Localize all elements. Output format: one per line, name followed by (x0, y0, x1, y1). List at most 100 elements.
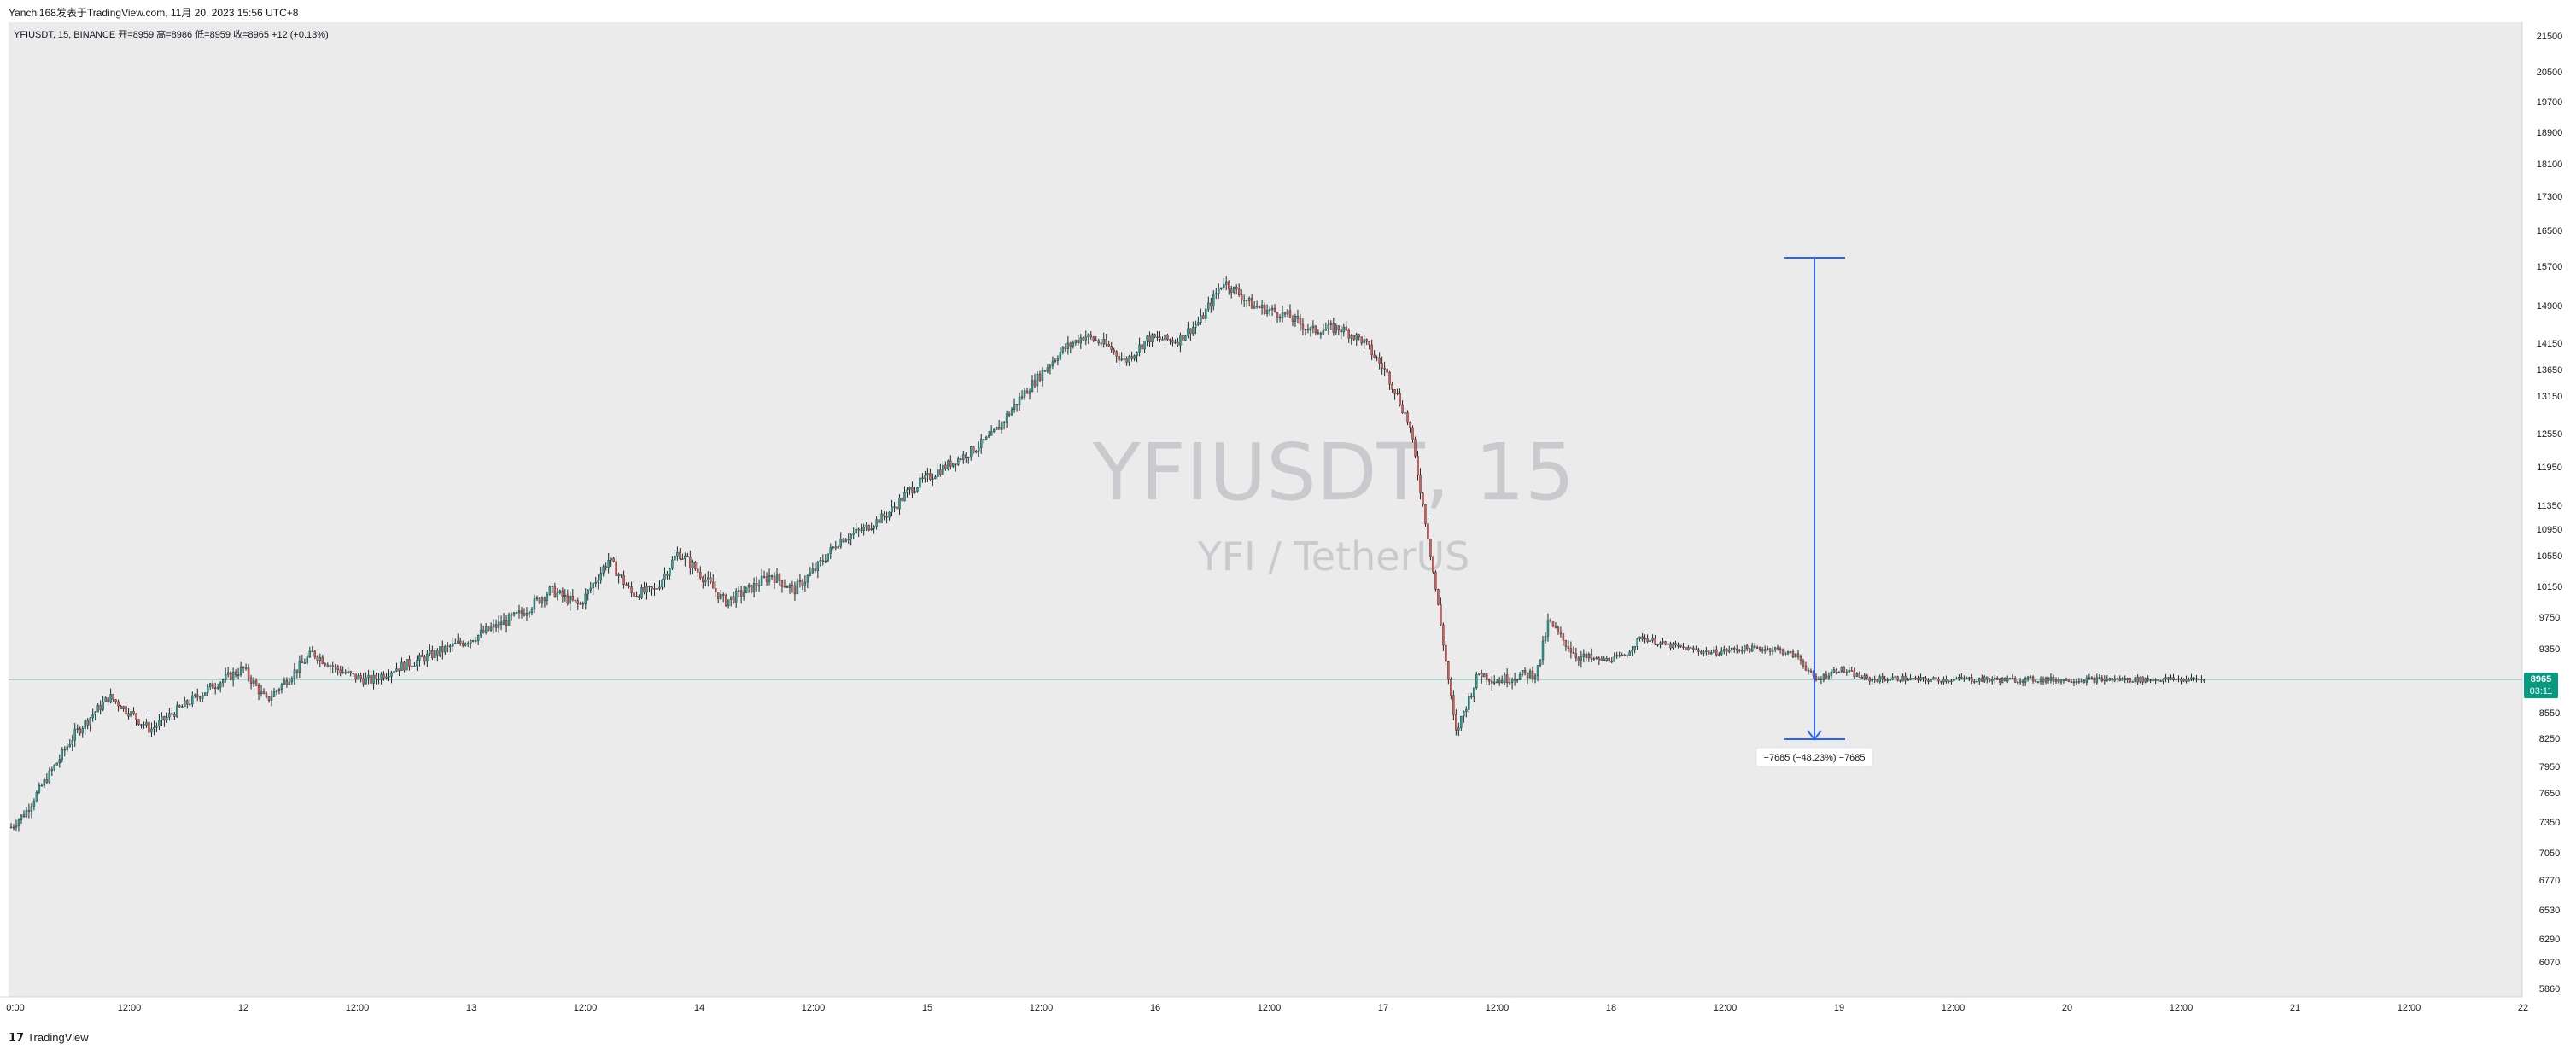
price-chart[interactable]: YFIUSDT, 15 YFI / TetherUS YFIUSDT, 15, … (0, 0, 2576, 1024)
candle (1733, 646, 1736, 653)
candle-body (809, 572, 812, 576)
candle (1299, 314, 1302, 331)
candle-body (1728, 650, 1731, 652)
candle-body (1932, 677, 1935, 680)
candle-body (628, 586, 630, 587)
candle-body (434, 650, 436, 658)
candle (540, 596, 544, 608)
candle (1708, 650, 1710, 658)
candle-body (109, 694, 112, 703)
price-axis-bg[interactable] (2522, 22, 2576, 997)
candle-body (2118, 678, 2121, 681)
candle (91, 708, 94, 722)
candle (1386, 367, 1388, 376)
candle (1225, 276, 1228, 291)
candle-body (684, 556, 686, 559)
candle (671, 556, 674, 571)
candle-body (2113, 679, 2116, 681)
candle (1613, 652, 1615, 662)
candle-body (1976, 681, 1978, 683)
candle-body (1855, 673, 1858, 677)
candle (1154, 333, 1156, 339)
candle-body (2136, 677, 2139, 683)
candle (242, 666, 245, 673)
candle (2013, 676, 2017, 683)
candle (1761, 646, 1764, 654)
candle (219, 681, 222, 693)
candle (605, 562, 607, 571)
symbol-info: YFIUSDT, 15, BINANCE 开=8959 高=8986 低=895… (14, 28, 329, 40)
candle (502, 612, 505, 626)
candle-body (717, 592, 720, 599)
candle-body (1136, 352, 1138, 356)
candle-body (773, 576, 776, 583)
candle (992, 428, 996, 434)
candle-body (1789, 651, 1792, 653)
candle (1878, 674, 1881, 684)
candle-body (1845, 671, 1849, 673)
candle (2095, 673, 2099, 685)
candle (1046, 364, 1049, 374)
candle (408, 655, 411, 671)
candle (2141, 676, 2144, 685)
candle-body (2003, 677, 2006, 682)
candle-body (1703, 651, 1705, 654)
candle-body (244, 667, 248, 669)
candle (597, 574, 599, 590)
candle (1608, 656, 1610, 663)
price-tick-label: 16500 (2537, 226, 2563, 236)
candle-body (484, 626, 488, 633)
candle-body (1574, 653, 1578, 659)
candle-body (357, 675, 359, 680)
candle (202, 692, 204, 702)
candle (1378, 352, 1381, 370)
price-tick-label: 18100 (2537, 160, 2563, 170)
price-tick-label: 15700 (2537, 262, 2563, 272)
candle (1914, 675, 1917, 680)
plot-area[interactable] (9, 22, 2522, 997)
candle-body (732, 596, 735, 603)
candle-body (891, 506, 893, 513)
candle (1802, 658, 1805, 669)
candle (653, 582, 656, 597)
tradingview-logo[interactable]: 17 TradingView (9, 1031, 89, 1045)
candle (367, 669, 370, 685)
candle (1713, 646, 1715, 654)
candle (579, 601, 581, 605)
candle-body (120, 706, 122, 709)
candles (9, 276, 2205, 832)
candle-body (2193, 677, 2195, 679)
candle (1994, 675, 1996, 684)
candle-body (1656, 644, 1659, 646)
time-tick-label: 12:00 (2398, 1003, 2421, 1013)
candle (2057, 677, 2060, 684)
candle (635, 591, 638, 598)
candle (354, 673, 357, 683)
candle-body (1868, 677, 1871, 682)
candle (2042, 676, 2045, 685)
candle (1317, 329, 1320, 335)
candle-body (1105, 339, 1107, 345)
time-axis-bg[interactable] (0, 997, 2522, 1024)
candle-body (1460, 715, 1463, 728)
candle-body (1925, 678, 1927, 681)
candle-body (1562, 633, 1565, 641)
measure-tool[interactable]: −7685 (−48.23%) −7685 (1755, 257, 1873, 767)
candle-body (1237, 288, 1241, 295)
candle (398, 668, 400, 676)
candle (109, 688, 112, 704)
candle (45, 772, 49, 784)
candle-body (934, 476, 937, 479)
candle-body (1082, 337, 1085, 341)
candle-body (79, 728, 81, 734)
candle (1773, 646, 1777, 653)
candle (729, 596, 733, 607)
candle (1587, 652, 1591, 662)
candle-body (1546, 620, 1550, 637)
candle-body (1784, 653, 1787, 655)
candle (814, 562, 817, 574)
candle (640, 584, 643, 600)
candle-body (339, 669, 342, 673)
candle (739, 586, 743, 604)
candle (1182, 335, 1184, 346)
